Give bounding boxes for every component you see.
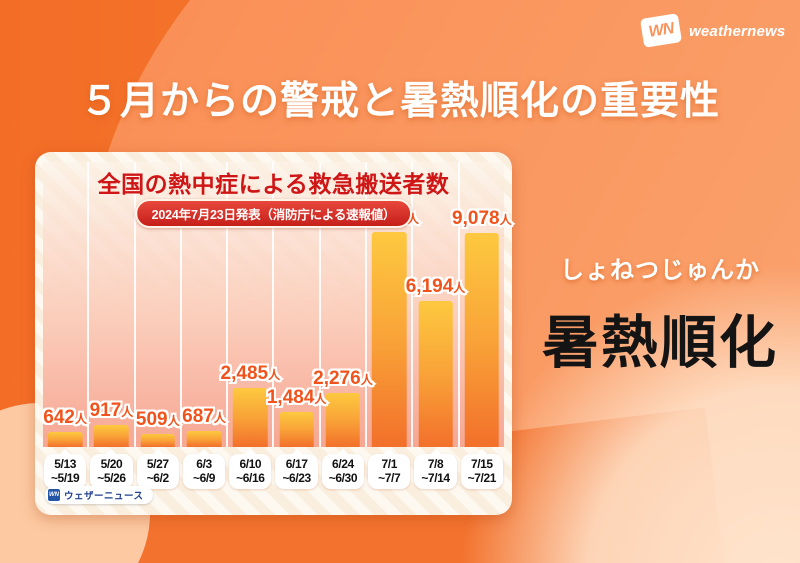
bar-value-label: 642人 (41, 405, 89, 430)
chart-column: 6,194人 7/8 ~7/14 (404, 162, 467, 490)
bar-value-label: 2,276人 (311, 366, 375, 391)
bar-6/3~6/9 (186, 431, 222, 447)
bar-value-label: 509人 (134, 407, 182, 432)
x-axis-label: 5/20 ~5/26 (90, 448, 133, 490)
weathernews-wordmark: weathernews (689, 23, 786, 40)
source-badge: WN ウェザーニュース (45, 486, 153, 504)
x-axis-label: 6/3 ~6/9 (182, 448, 226, 490)
bar-5/13~5/19 (47, 432, 83, 447)
x-axis-label: 5/13 ~5/19 (44, 448, 87, 490)
chart-column: 2,276人 6/24 ~6/30 (311, 162, 375, 490)
page-title: ５月からの警戒と暑熱順化の重要性 (79, 80, 720, 123)
source-badge-label: ウェザーニュース (64, 491, 144, 502)
x-axis-label: 7/8 ~7/14 (414, 448, 457, 490)
bar-value-label: 6,194人 (404, 274, 468, 299)
chart-columns: 642人 5/13 ~5/19 917人 5/20 ~5/26 509人 5/27 ~6/2 68… (41, 162, 514, 490)
bar-5/20~5/26 (94, 425, 129, 447)
chart-card: 642人 5/13 ~5/19 917人 5/20 ~5/26 509人 5/27 ~6/2 68… (35, 152, 514, 515)
bar-7/1~7/7 (371, 232, 407, 447)
chart-title: 全国の熱中症による救急搬送者数 (97, 171, 450, 197)
bar-5/27~6/2 (140, 434, 176, 447)
keyword-panel: しょねつじゅんか 暑熱順化 (515, 250, 800, 379)
x-axis-label: 7/15 ~7/21 (460, 448, 503, 490)
x-axis-label: 7/1 ~7/7 (368, 448, 411, 490)
bar-6/10~6/16 (233, 388, 268, 447)
wn-logo-icon: WN (639, 13, 683, 48)
keyword-reading: しょねつじゅんか (560, 257, 760, 284)
x-axis-label: 6/24 ~6/30 (321, 448, 365, 490)
bar-6/24~6/30 (325, 393, 361, 447)
bar-value-label: 1,484人 (265, 385, 329, 410)
date-badge: 2024年7月23日発表（消防庁による速報値） (134, 199, 413, 228)
x-axis-label: 6/17 ~6/23 (275, 448, 318, 490)
bar-7/15~7/21 (464, 233, 500, 447)
bar-value-label: 2,485人 (219, 361, 283, 386)
x-axis-label: 6/10 ~6/16 (229, 448, 272, 490)
weathernews-logo: WN weathernews (639, 13, 792, 52)
chart-column: 9,078人 7/15 ~7/21 (450, 162, 514, 490)
keyword-term: 暑熱順化 (542, 311, 778, 375)
bar-6/17~6/23 (279, 412, 314, 447)
source-wn-logo-icon: WN (48, 489, 60, 501)
bar-value-label: 687人 (180, 404, 228, 429)
chart-column: 917人 5/20 ~5/26 (87, 162, 136, 490)
x-axis-label: 5/27 ~6/2 (136, 448, 179, 490)
bar-7/8~7/14 (418, 301, 453, 447)
chart-column: 642人 5/13 ~5/19 (41, 162, 89, 490)
bar-value-label: 9,078人 (450, 206, 514, 231)
bar-value-label: 917人 (88, 398, 136, 423)
